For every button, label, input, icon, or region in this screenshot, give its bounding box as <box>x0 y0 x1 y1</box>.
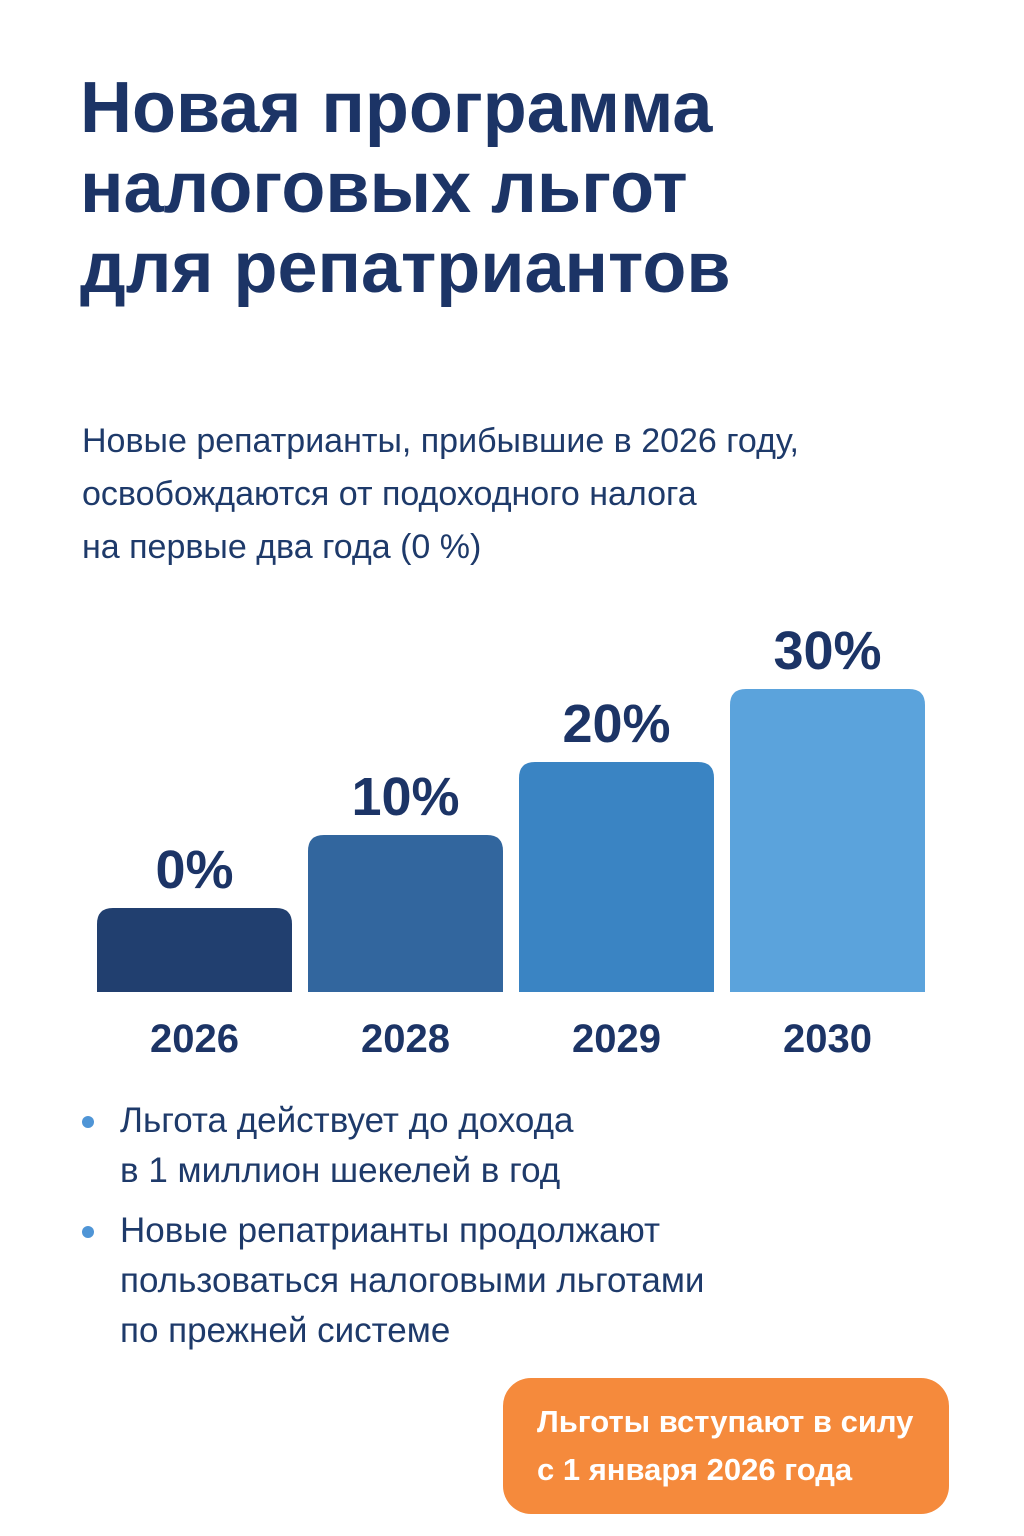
subtitle: Новые репатрианты, прибывшие в 2026 году… <box>82 415 982 574</box>
data-label: 10% <box>351 767 459 827</box>
subtitle-line: на первые два года (0 %) <box>82 528 482 566</box>
x-tick-label: 2030 <box>783 1017 872 1061</box>
bar-chart: 0% 2026 10% 2028 20% 2029 30% 2030 <box>97 621 925 1061</box>
title-line: налоговых льгот <box>80 148 688 228</box>
list-item-line: пользоваться налоговыми льготами <box>120 1261 705 1300</box>
subtitle-line: освобождаются от подоходного налога <box>82 475 697 513</box>
x-tick-label: 2026 <box>150 1017 239 1061</box>
bullet-dot-icon <box>82 1226 94 1238</box>
chart-bar-2026 <box>97 908 292 992</box>
badge-line: с 1 января 2026 года <box>537 1452 853 1487</box>
badge-line: Льготы вступают в силу <box>537 1404 914 1439</box>
effective-date-badge: Льготы вступают в силу с 1 января 2026 г… <box>503 1378 949 1514</box>
list-item-line: Льгота действует до дохода <box>120 1101 574 1140</box>
page-title: Новая программа налоговых льгот для репа… <box>80 68 980 308</box>
list-item-line: Новые репатрианты продолжают <box>120 1211 661 1250</box>
benefit-list: Льгота действует до дохода в 1 миллион ш… <box>80 1096 960 1366</box>
bullet-dot-icon <box>82 1116 94 1128</box>
title-line: Новая программа <box>80 68 713 148</box>
data-label: 30% <box>773 621 881 681</box>
data-label: 0% <box>155 840 233 900</box>
subtitle-line: Новые репатрианты, прибывшие в 2026 году… <box>82 422 799 460</box>
x-tick-label: 2028 <box>361 1017 450 1061</box>
list-item: Новые репатрианты продолжают пользоватьс… <box>80 1206 960 1356</box>
chart-bar-2030 <box>730 689 925 992</box>
chart-bar-2028 <box>308 835 503 992</box>
data-label: 20% <box>562 694 670 754</box>
list-item-line: в 1 миллион шекелей в год <box>120 1151 561 1190</box>
list-item: Льгота действует до дохода в 1 миллион ш… <box>80 1096 960 1196</box>
list-item-line: по прежней системе <box>120 1311 451 1350</box>
title-line: для репатриантов <box>80 228 731 308</box>
chart-bar-2029 <box>519 762 714 992</box>
x-tick-label: 2029 <box>572 1017 661 1061</box>
